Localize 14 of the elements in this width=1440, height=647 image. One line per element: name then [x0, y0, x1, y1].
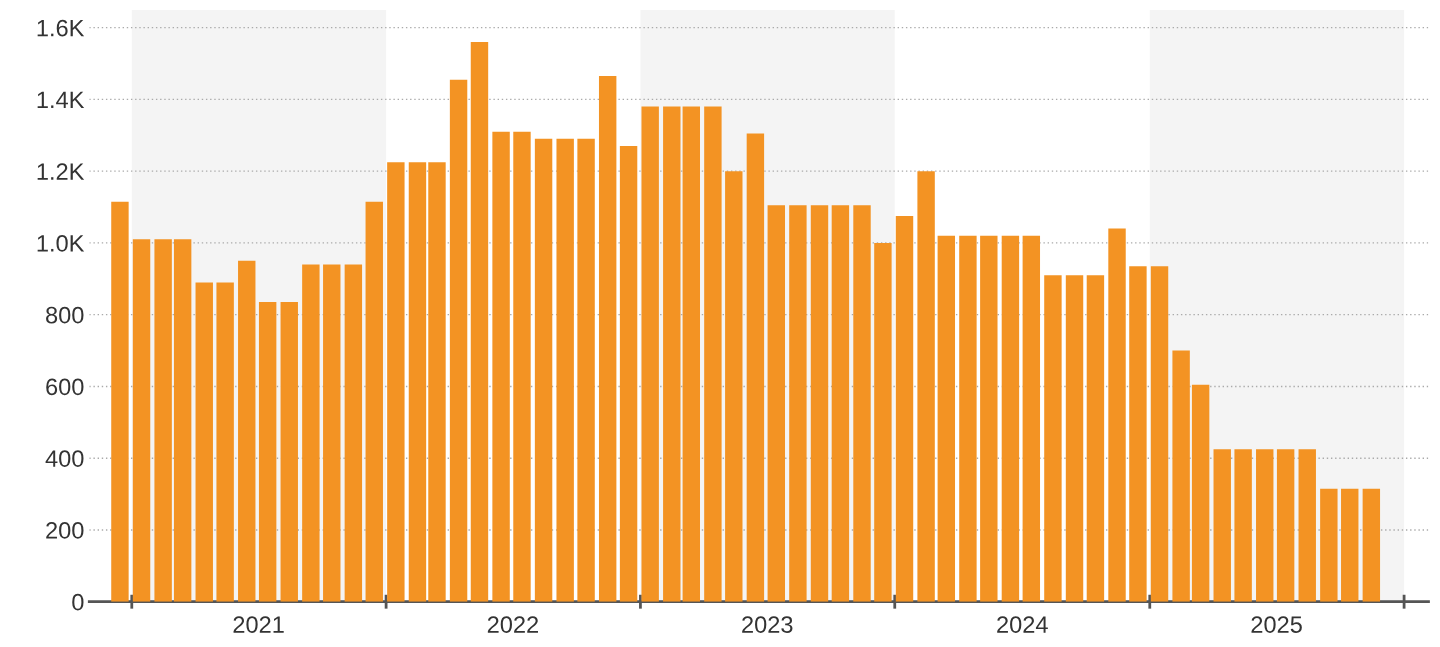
- y-tick-label: 200: [46, 522, 84, 539]
- y-tick-label: 1.2K: [37, 163, 85, 180]
- y-tick-label: 800: [46, 306, 84, 324]
- x-tick-label: 2023: [742, 616, 793, 633]
- y-tick-label: 400: [45, 450, 84, 467]
- x-tick-label: 2024: [997, 616, 1048, 633]
- y-tick-label: 1.4K: [37, 91, 85, 108]
- y-tick-label: 1.0K: [37, 234, 85, 252]
- y-tick-label: 600: [46, 378, 84, 396]
- y-tick-label: 1.6K: [37, 19, 85, 37]
- y-tick-label: 0: [72, 593, 84, 611]
- x-tick-label: 2022: [487, 616, 538, 633]
- x-tick-label: 2025: [1251, 616, 1302, 633]
- x-tick-label: 2021: [233, 616, 284, 633]
